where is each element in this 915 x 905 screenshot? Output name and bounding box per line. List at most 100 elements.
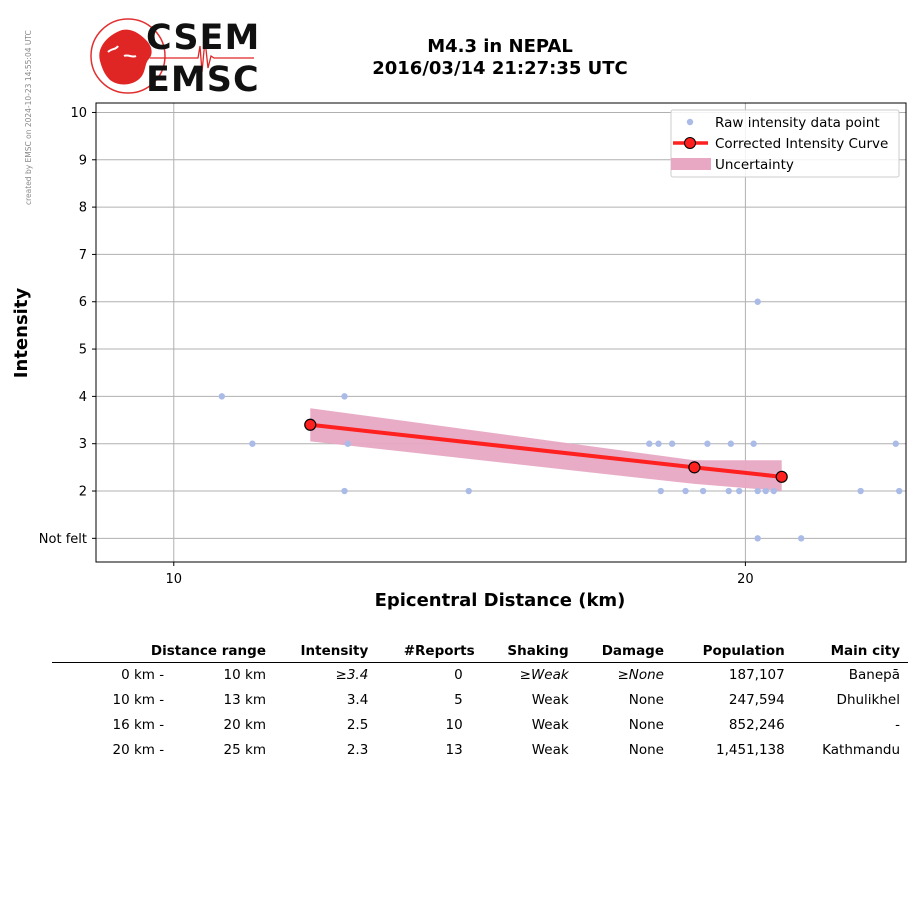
table-row: 20 km - 25 km 2.3 13 Weak None 1,451,138… (52, 738, 908, 763)
header-population: Population (672, 640, 793, 663)
curve-marker (688, 461, 701, 474)
raw-data-point (735, 487, 743, 495)
y-tick-label: 9 (79, 153, 87, 168)
emsc-logo (90, 18, 254, 94)
population-cell: 187,107 (728, 667, 785, 683)
intensity-chart: Not felt 2 3 4 5 6 7 8 9 10 10 20 Epicentral Dista… (11, 102, 907, 611)
raw-points (218, 298, 903, 542)
y-tick-label: 6 (79, 295, 87, 310)
range-to: 10 km (223, 667, 266, 683)
x-axis-label: Epicentral Distance (km) (375, 590, 626, 611)
legend-curve-label: Corrected Intensity Curve (715, 136, 888, 152)
title-line2: 2016/03/14 21:27:35 UTC (372, 58, 628, 79)
intensity-cell: 2.5 (346, 717, 369, 733)
chart-title: M4.3 in NEPAL 2016/03/14 21:27:35 UTC (330, 36, 670, 80)
y-tick-label: 5 (79, 343, 87, 358)
emsc-logo-text: CSEM EMSC (146, 16, 260, 102)
legend-band-label: Uncertainty (715, 157, 794, 173)
shaking-cell: Weak (531, 692, 569, 708)
header-reports: #Reports (376, 640, 483, 663)
shaking-cell: Weak (531, 742, 569, 758)
damage-cell: ≥None (617, 667, 664, 683)
raw-data-point (341, 393, 348, 400)
intensity-curve (304, 418, 788, 483)
raw-data-point (750, 440, 757, 447)
y-tick-label: Not felt (39, 532, 87, 547)
curve-marker (775, 470, 788, 483)
raw-data-point (892, 440, 899, 447)
table-header-row: Distance range Intensity #Reports Shakin… (52, 640, 908, 663)
header-distance: Distance range (52, 640, 274, 663)
intensity-table: Distance range Intensity #Reports Shakin… (52, 640, 908, 763)
curve-line (310, 422, 782, 479)
raw-data-point (657, 487, 664, 495)
legend-band-swatch (671, 158, 711, 170)
range-from: 20 km - (112, 742, 165, 758)
y-axis-label: Intensity (11, 288, 32, 379)
shaking-cell: Weak (531, 717, 569, 733)
y-tick-label: 3 (79, 437, 87, 452)
table-row: 16 km - 20 km 2.5 10 Weak None 852,246 - (52, 713, 908, 738)
raw-data-point (895, 487, 903, 495)
range-to: 20 km (223, 717, 266, 733)
raw-data-point (655, 440, 662, 447)
raw-data-point (646, 440, 653, 447)
population-cell: 852,246 (728, 717, 785, 733)
title-line1: M4.3 in NEPAL (427, 36, 573, 57)
intensity-cell: 2.3 (346, 742, 369, 758)
reports-cell: 0 (454, 667, 463, 683)
range-to: 25 km (223, 742, 266, 758)
reports-cell: 10 (445, 717, 463, 733)
reports-cell: 13 (445, 742, 463, 758)
population-cell: 247,594 (728, 692, 785, 708)
x-tick-label: 10 (166, 572, 183, 587)
grid (96, 103, 906, 562)
legend-raw-label: Raw intensity data point (715, 115, 880, 131)
shaking-cell: ≥Weak (519, 667, 569, 683)
logo-line2: EMSC (146, 60, 260, 100)
city-cell: - (895, 717, 900, 733)
city-cell: Banepā (848, 667, 900, 683)
legend-raw-marker (686, 118, 694, 126)
raw-data-point (770, 487, 777, 495)
y-tick-label: 4 (79, 390, 87, 405)
legend-curve-marker (684, 137, 696, 149)
damage-cell: None (628, 742, 664, 758)
raw-data-point (754, 487, 761, 495)
damage-cell: None (628, 717, 664, 733)
city-cell: Dhulikhel (836, 692, 900, 708)
raw-data-point (754, 298, 761, 305)
intensity-cell: ≥3.4 (335, 667, 369, 683)
table-row: 0 km - 10 km ≥3.4 0 ≥Weak ≥None 187,107 … (52, 663, 908, 689)
range-to: 13 km (223, 692, 266, 708)
raw-data-point (699, 487, 707, 495)
raw-data-point (797, 535, 805, 542)
raw-data-point (725, 487, 732, 495)
y-tick-label: 2 (79, 485, 87, 500)
raw-data-point (682, 487, 689, 495)
intensity-cell: 3.4 (346, 692, 369, 708)
table-row: 10 km - 13 km 3.4 5 Weak None 247,594 Dh… (52, 688, 908, 713)
y-tick-label: 8 (79, 201, 87, 216)
raw-data-point (465, 487, 472, 495)
curve-marker (304, 418, 317, 431)
x-ticks: 10 20 (166, 562, 754, 587)
raw-data-point (249, 440, 256, 447)
y-tick-label: 7 (79, 248, 87, 263)
raw-data-point (727, 440, 735, 447)
y-ticks: Not felt 2 3 4 5 6 7 8 9 10 (39, 106, 96, 547)
y-tick-label: 10 (70, 106, 87, 121)
x-tick-label: 20 (737, 572, 754, 587)
raw-data-point (857, 487, 864, 495)
range-from: 0 km - (121, 667, 165, 683)
logo-line1: CSEM (146, 18, 261, 58)
plot-frame (95, 102, 907, 563)
raw-data-point (341, 487, 348, 495)
legend: Raw intensity data point Corrected Inten… (670, 109, 900, 178)
range-from: 16 km - (112, 717, 165, 733)
header-damage: Damage (576, 640, 672, 663)
raw-data-point (668, 440, 676, 447)
city-cell: Kathmandu (822, 742, 900, 758)
raw-data-point (344, 440, 352, 447)
header-shaking: Shaking (482, 640, 577, 663)
